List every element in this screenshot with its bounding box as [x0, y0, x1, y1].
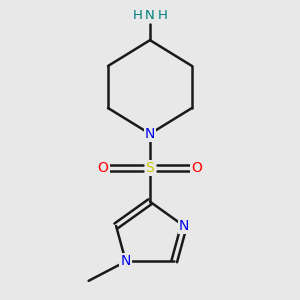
Text: O: O	[191, 161, 202, 175]
Text: O: O	[98, 161, 109, 175]
Text: N: N	[121, 254, 131, 268]
Text: H: H	[133, 9, 143, 22]
Text: N: N	[145, 127, 155, 141]
Text: N: N	[179, 219, 189, 233]
Text: S: S	[146, 161, 154, 175]
Text: N: N	[145, 9, 155, 22]
Text: H: H	[157, 9, 167, 22]
